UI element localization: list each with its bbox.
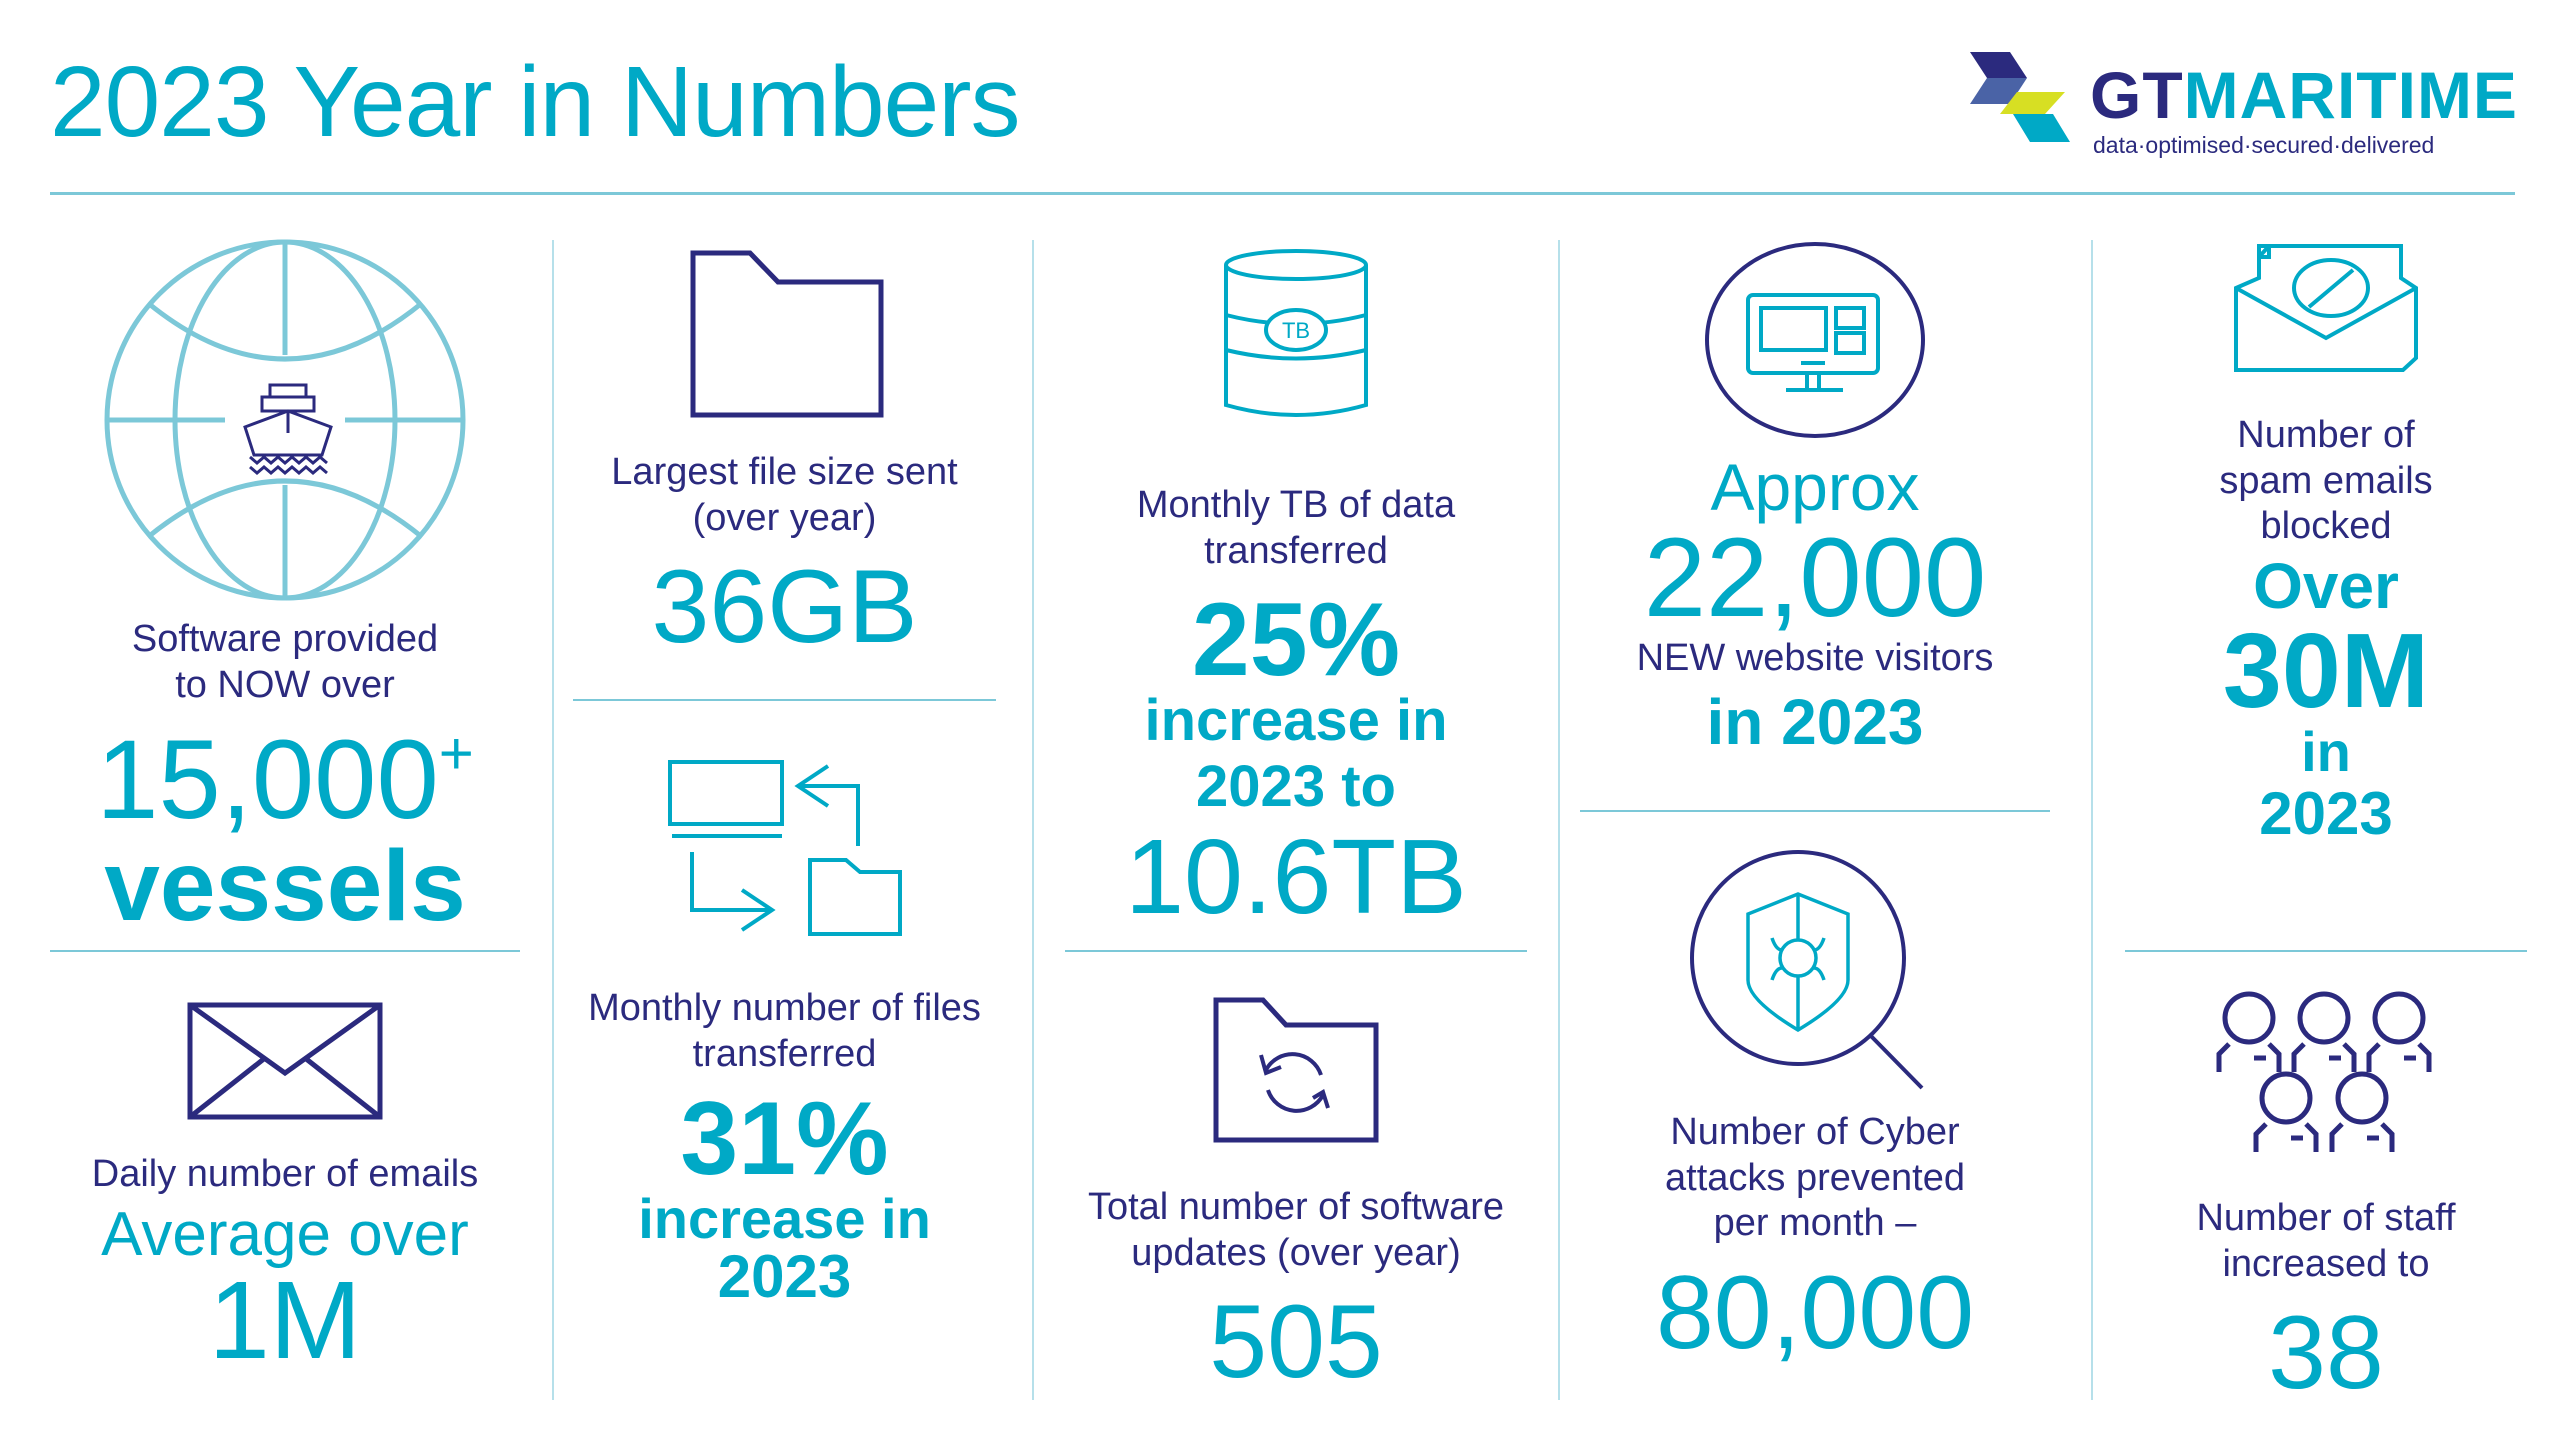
emails-value: 1M [208, 1258, 362, 1382]
logo-maritime: MARITIME [2183, 58, 2518, 132]
stat-spam: Number of spam emails blocked Over 30M i… [2125, 240, 2527, 844]
people-group-icon [2216, 991, 2431, 1152]
folder-icon [690, 250, 883, 418]
column-divider [1558, 240, 1560, 1400]
stat-largest-file: Largest file size sent (over year) 36GB [573, 245, 996, 659]
staff-label: Number of staff increased to [2196, 1197, 2456, 1285]
folder-sync-icon [1213, 997, 1379, 1143]
spam-value: 30M [2222, 611, 2430, 730]
largest-file-label: Largest file size sent (over year) [611, 451, 958, 539]
emails-prefix: Average over [101, 1199, 469, 1269]
files-transferred-line2: increase in [638, 1187, 931, 1251]
cyber-attacks-value: 80,000 [1655, 1254, 1975, 1371]
stat-data-transferred: TB Monthly TB of data transferred 25% in… [1065, 245, 1527, 930]
column-divider [2091, 240, 2093, 1400]
stat-cyber-attacks: Number of Cyber attacks prevented per mo… [1580, 850, 2050, 1365]
vessels-unit: vessels [104, 830, 466, 943]
stat-software-updates: Total number of software updates (over y… [1065, 995, 1527, 1394]
emails-label: Daily number of emails [91, 1153, 479, 1195]
section-divider [573, 699, 996, 701]
database-tb-icon: TB [1224, 249, 1368, 417]
column-divider [1032, 240, 1034, 1400]
stat-files-transferred: Monthly number of files transferred 31% … [573, 740, 996, 1307]
website-visitors-label: NEW website visitors [1636, 637, 1994, 679]
cyber-attacks-label: Number of Cyber attacks prevented per mo… [1665, 1111, 1965, 1245]
largest-file-value: 36GB [651, 549, 918, 666]
website-visitors-suffix: in 2023 [1706, 685, 1924, 758]
tb-badge: TB [1282, 318, 1310, 343]
data-transferred-value: 25% [1191, 582, 1401, 699]
stat-staff: Number of staff increased to 38 [2125, 990, 2527, 1405]
spam-envelope-icon [2234, 244, 2418, 372]
stat-website-visitors: Approx 22,000 NEW website visitors in 20… [1580, 240, 2050, 754]
software-updates-value: 505 [1209, 1284, 1383, 1401]
logo-tagline: data·optimised·secured·delivered [2093, 132, 2435, 158]
page-title: 2023 Year in Numbers [50, 46, 1021, 158]
data-transferred-line3: 2023 to [1196, 754, 1396, 820]
spam-line3: in [2301, 719, 2351, 783]
logo-chevron-icon [1970, 52, 2070, 142]
files-transferred-label: Monthly number of files transferred [588, 987, 981, 1075]
stat-emails: Daily number of emails Average over 1M [50, 1000, 520, 1376]
spam-line4: 2023 [2259, 779, 2393, 847]
data-transferred-line4: 10.6TB [1125, 818, 1467, 937]
website-visitors-value: 22,000 [1643, 515, 1987, 640]
file-transfer-icon [667, 760, 902, 936]
globe-ship-icon [104, 239, 466, 601]
stat-vessels: Software provided to NOW over 15,000+ ve… [50, 235, 520, 936]
logo: GTMARITIME data·optimised·secured·delive… [1965, 52, 2525, 162]
staff-value: 38 [2268, 1295, 2384, 1412]
spam-prefix: Over [2253, 549, 2399, 622]
logo-gt: GT [2090, 58, 2184, 132]
section-divider [1580, 810, 2050, 812]
data-transferred-label: Monthly TB of data transferred [1136, 484, 1456, 572]
section-divider [2125, 950, 2527, 952]
envelope-icon [187, 1002, 383, 1120]
section-divider [50, 950, 520, 952]
data-transferred-line2: increase in [1144, 688, 1448, 754]
column-divider [552, 240, 554, 1400]
vessels-plus: + [438, 720, 474, 788]
spam-label: Number of spam emails blocked [2219, 414, 2433, 548]
website-visitors-prefix: Approx [1710, 450, 1920, 524]
files-transferred-line3: 2023 [717, 1243, 852, 1311]
software-updates-label: Total number of software updates (over y… [1087, 1186, 1505, 1274]
header-divider [50, 192, 2515, 195]
shield-bug-search-icon [1690, 850, 1924, 1090]
vessels-label: Software provided to NOW over [131, 618, 439, 706]
section-divider [1065, 950, 1527, 952]
monitor-icon [1704, 242, 1925, 438]
files-transferred-value: 31% [680, 1081, 889, 1198]
vessels-value: 15,000 [96, 717, 439, 843]
